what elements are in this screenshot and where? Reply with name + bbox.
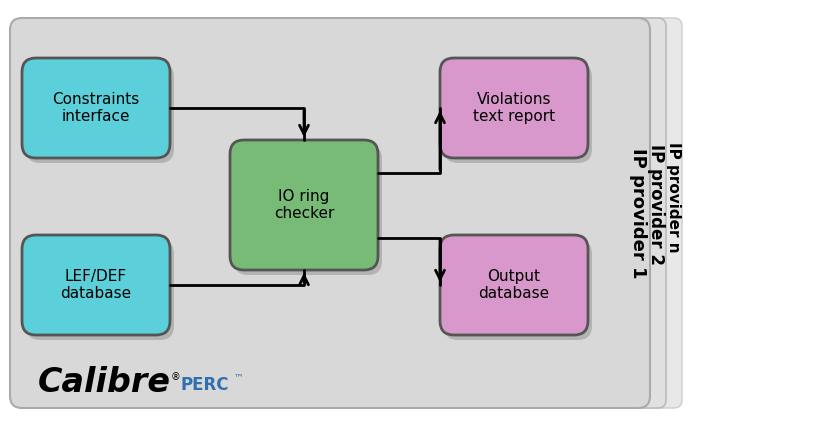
Text: IO ring
checker: IO ring checker [274,189,334,221]
Text: LEF/DEF
database: LEF/DEF database [61,269,131,301]
Text: Output
database: Output database [477,269,549,301]
FancyBboxPatch shape [26,18,665,408]
FancyBboxPatch shape [443,63,591,163]
FancyBboxPatch shape [440,235,587,335]
FancyBboxPatch shape [26,63,174,163]
Text: ®: ® [171,372,180,382]
FancyBboxPatch shape [233,145,382,275]
FancyBboxPatch shape [42,18,681,408]
Text: Calibre: Calibre [38,366,171,400]
Text: ™: ™ [233,372,243,382]
FancyBboxPatch shape [26,240,174,340]
Text: IP provider 1: IP provider 1 [628,148,646,278]
Text: IP provider n: IP provider n [666,142,681,252]
Text: Constraints
interface: Constraints interface [52,92,139,124]
FancyBboxPatch shape [22,235,170,335]
Text: Violations
text report: Violations text report [473,92,554,124]
FancyBboxPatch shape [440,58,587,158]
FancyBboxPatch shape [10,18,649,408]
FancyBboxPatch shape [229,140,378,270]
FancyBboxPatch shape [22,58,170,158]
Text: IP provider 2: IP provider 2 [646,145,664,266]
FancyBboxPatch shape [443,240,591,340]
Text: PERC: PERC [181,376,229,394]
